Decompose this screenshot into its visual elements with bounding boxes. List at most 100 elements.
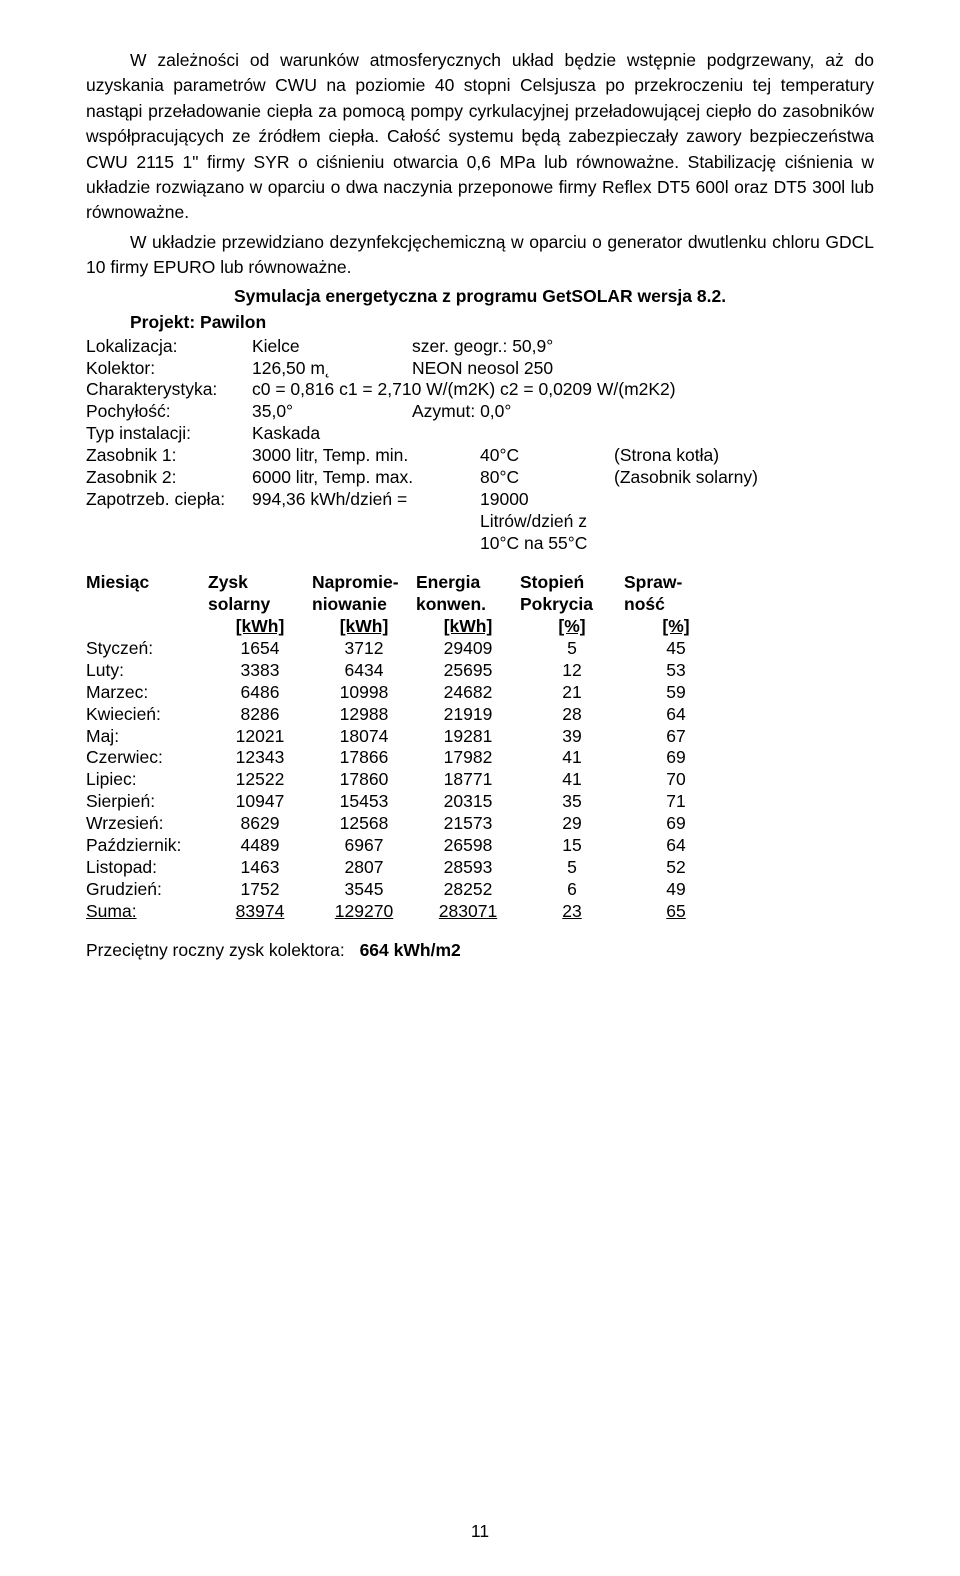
table-cell-value: 65 (624, 901, 728, 923)
spec-label: Lokalizacja: (86, 336, 252, 358)
spec-value: szer. geogr.: 50,9° (412, 336, 874, 358)
table-cell-value: 12568 (312, 813, 416, 835)
table-row: Luty:33836434256951253 (86, 660, 874, 682)
table-cell-value: 45 (624, 638, 728, 660)
spec-label: Kolektor: (86, 358, 252, 380)
table-cell-value: Spraw- (624, 572, 728, 594)
table-cell-value: 3712 (312, 638, 416, 660)
table-cell-value: 64 (624, 704, 728, 726)
table-cell-value: 18771 (416, 769, 520, 791)
spec-value: Kaskada (252, 423, 412, 445)
spec-value: Kielce (252, 336, 412, 358)
table-cell-value: 4489 (208, 835, 312, 857)
table-cell-value: 8629 (208, 813, 312, 835)
table-cell-value: 21573 (416, 813, 520, 835)
spec-value: (Zasobnik solarny) (614, 467, 758, 489)
table-cell-value: Pokrycia (520, 594, 624, 616)
spec-value: 80°C (480, 467, 614, 489)
table-cell-value: 29 (520, 813, 624, 835)
table-row: Grudzień:1752354528252649 (86, 879, 874, 901)
spec-label: Pochyłość: (86, 401, 252, 423)
table-cell-value: [kWh] (416, 616, 520, 638)
table-cell-value: solarny (208, 594, 312, 616)
table-cell-value: 52 (624, 857, 728, 879)
table-row: solarnyniowaniekonwen.Pokrycianość (86, 594, 874, 616)
paragraph-1: W zależności od warunków atmosferycznych… (86, 48, 874, 226)
table-cell-value: 129270 (312, 901, 416, 923)
table-cell-value: 49 (624, 879, 728, 901)
table-cell-value: 15 (520, 835, 624, 857)
table-cell-value: 35 (520, 791, 624, 813)
data-table: MiesiącZyskNapromie-EnergiaStopieńSpraw-… (86, 572, 874, 922)
spec-value: Azymut: 0,0° (412, 401, 874, 423)
table-cell-value: [kWh] (208, 616, 312, 638)
table-cell-month: Grudzień: (86, 879, 208, 901)
table-cell-value: 25695 (416, 660, 520, 682)
spec-label: Zapotrzeb. ciepła: (86, 489, 252, 555)
table-cell-value: 12 (520, 660, 624, 682)
spec-value: NEON neosol 250 (412, 358, 874, 380)
paragraph-2: W układzie przewidziano dezynfekcjęchemi… (86, 230, 874, 281)
table-cell-value: 28593 (416, 857, 520, 879)
table-row: Czerwiec:1234317866179824169 (86, 747, 874, 769)
table-cell-value: ność (624, 594, 728, 616)
table-cell-value: 39 (520, 726, 624, 748)
table-cell-value: 19281 (416, 726, 520, 748)
spec-row: Charakterystyka:c0 = 0,816 c1 = 2,710 W/… (86, 379, 874, 401)
table-cell-value: 59 (624, 682, 728, 704)
table-cell-month: Październik: (86, 835, 208, 857)
table-cell-value: 6486 (208, 682, 312, 704)
spec-value: c0 = 0,816 c1 = 2,710 W/(m2K) c2 = 0,020… (252, 379, 676, 401)
spec-label: Typ instalacji: (86, 423, 252, 445)
table-cell-value: 6 (520, 879, 624, 901)
table-cell-month: Miesiąc (86, 572, 208, 594)
table-row: Listopad:1463280728593552 (86, 857, 874, 879)
table-cell-value: 28252 (416, 879, 520, 901)
table-cell-value: [kWh] (312, 616, 416, 638)
table-cell-value: 10998 (312, 682, 416, 704)
spec-label: Charakterystyka: (86, 379, 252, 401)
table-cell-value: Napromie- (312, 572, 416, 594)
table-cell-value: 5 (520, 638, 624, 660)
spec-value: 126,50 m˛ (252, 358, 412, 380)
table-cell-month: Marzec: (86, 682, 208, 704)
table-cell-value: 23 (520, 901, 624, 923)
table-cell-value: 283071 (416, 901, 520, 923)
annual-yield-value: 664 kWh/m2 (360, 940, 461, 960)
table-cell-value: 17866 (312, 747, 416, 769)
annual-yield: Przeciętny roczny zysk kolektora: 664 kW… (86, 940, 874, 962)
simulation-title: Symulacja energetyczna z programu GetSOL… (86, 284, 874, 309)
table-cell-month: Maj: (86, 726, 208, 748)
spec-row: Zasobnik 1:3000 litr, Temp. min.40°C(Str… (86, 445, 874, 467)
project-label: Projekt: Pawilon (130, 312, 874, 334)
table-cell-month (86, 594, 208, 616)
table-cell-value: 83974 (208, 901, 312, 923)
table-cell-value: 3383 (208, 660, 312, 682)
table-row: Październik:44896967265981564 (86, 835, 874, 857)
table-cell-value: 17860 (312, 769, 416, 791)
table-cell-month (86, 616, 208, 638)
table-cell-value: 70 (624, 769, 728, 791)
table-cell-value: konwen. (416, 594, 520, 616)
spec-value: 6000 litr, Temp. max. (252, 467, 480, 489)
spec-value: 19000 Litrów/dzień z 10°C na 55°C (480, 489, 614, 555)
spec-value: 994,36 kWh/dzień = (252, 489, 480, 555)
spec-value: 3000 litr, Temp. min. (252, 445, 480, 467)
table-cell-value: [%] (520, 616, 624, 638)
table-cell-value: 12522 (208, 769, 312, 791)
table-cell-value: 71 (624, 791, 728, 813)
spec-value: (Strona kotła) (614, 445, 719, 467)
table-cell-value: Zysk (208, 572, 312, 594)
table-cell-value: 69 (624, 747, 728, 769)
spec-value (412, 423, 874, 445)
table-row: Lipiec:1252217860187714170 (86, 769, 874, 791)
table-cell-value: 67 (624, 726, 728, 748)
table-row: Maj:1202118074192813967 (86, 726, 874, 748)
table-cell-value: 41 (520, 769, 624, 791)
table-cell-value: Stopień (520, 572, 624, 594)
table-cell-month: Czerwiec: (86, 747, 208, 769)
table-cell-value: niowanie (312, 594, 416, 616)
table-cell-value: 53 (624, 660, 728, 682)
table-cell-value: 5 (520, 857, 624, 879)
table-cell-value: 6967 (312, 835, 416, 857)
